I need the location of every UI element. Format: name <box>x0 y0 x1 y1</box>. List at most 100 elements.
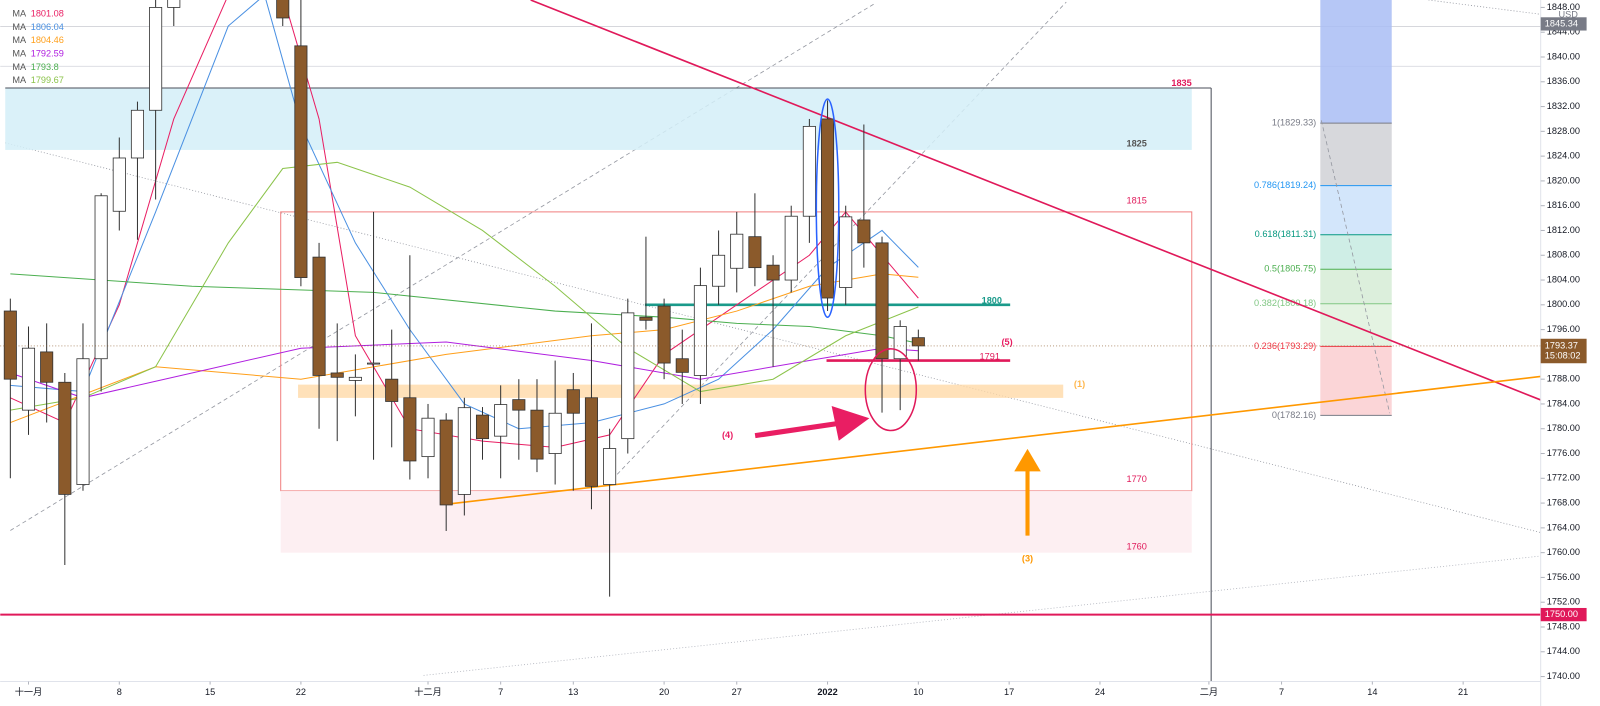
x-tick-label: 二月 <box>1200 687 1218 697</box>
y-tick-label: 1808.00 <box>1547 250 1580 260</box>
candle-body <box>911 337 925 347</box>
candle-body <box>457 407 471 495</box>
candle-body <box>58 381 72 495</box>
candle-body <box>693 285 707 376</box>
price-tag-label: 1845.34 <box>1545 18 1578 28</box>
fib-label: 1(1829.33) <box>1272 118 1316 128</box>
fib-band <box>1320 303 1392 347</box>
candle-body <box>167 0 181 8</box>
level-label: 1835 <box>1171 78 1191 88</box>
plot-area: 1(1829.33) 0.786(1819.24) 0.618(1811.31) 0.… <box>0 0 1541 682</box>
highlight-ellipse <box>864 348 918 432</box>
candle-body <box>149 7 163 111</box>
level-label: 1800 <box>982 295 1002 305</box>
candle-body <box>367 362 381 365</box>
candle-body <box>348 376 362 381</box>
y-tick-label: 1756.00 <box>1547 572 1580 582</box>
candle-body <box>839 216 853 288</box>
candle-body <box>603 448 617 485</box>
fib-band <box>1320 185 1392 235</box>
resistance-zone <box>5 87 1192 150</box>
level-label: 1770 <box>1126 474 1146 484</box>
x-tick-label: 21 <box>1458 687 1468 697</box>
drawing-line <box>5 142 1541 533</box>
level-label: 1815 <box>1126 195 1146 205</box>
x-tick-label: 10 <box>913 687 923 697</box>
y-tick-label: 1848.00 <box>1547 2 1580 12</box>
support-zone <box>280 490 1192 553</box>
candle-body <box>94 195 108 360</box>
candle-body <box>3 310 17 380</box>
candle-body <box>512 399 526 411</box>
candle-body <box>712 254 726 287</box>
y-tick-label: 1776.00 <box>1547 448 1580 458</box>
candle-body <box>530 409 544 460</box>
position-box <box>1320 0 1392 124</box>
y-tick-label: 1744.00 <box>1547 646 1580 656</box>
x-tick-label: 十一月 <box>15 686 43 697</box>
level-label: 1791 <box>980 352 1000 362</box>
y-tick-label: 1780.00 <box>1547 423 1580 433</box>
fib-label: 0.236(1793.29) <box>1254 341 1316 351</box>
moving-average <box>10 341 919 399</box>
legend-name: MA <box>12 9 27 19</box>
candle-body <box>675 358 689 373</box>
candle-body <box>130 109 144 159</box>
candle-body <box>657 305 671 364</box>
fib-band <box>1320 269 1392 304</box>
arrow-head <box>1014 448 1041 472</box>
x-tick-label: 2022 <box>817 687 837 697</box>
fib-label: 0(1782.16) <box>1272 410 1316 420</box>
marker-label: (5) <box>1001 337 1012 347</box>
x-tick-label: 15 <box>205 687 215 697</box>
candle-body <box>312 256 326 376</box>
orange-band <box>298 384 1064 398</box>
candle-body <box>584 397 598 487</box>
arrow-head <box>831 406 870 441</box>
highlight-ellipse <box>815 98 840 319</box>
candle-body <box>766 264 780 281</box>
y-tick-label: 1836.00 <box>1547 76 1580 86</box>
x-tick-label: 十二月 <box>414 686 442 697</box>
x-tick-label: 17 <box>1004 687 1014 697</box>
y-tick-label: 1804.00 <box>1547 274 1580 284</box>
level-label: 1760 <box>1126 541 1146 551</box>
candle-body <box>76 358 90 485</box>
last-price-label: 1793.37 <box>1545 340 1578 350</box>
y-tick-label: 1832.00 <box>1547 101 1580 111</box>
fib-label: 0.786(1819.24) <box>1254 180 1316 190</box>
fib-band <box>1320 123 1392 186</box>
x-tick-label: 22 <box>296 687 306 697</box>
fib-label: 0.618(1811.31) <box>1255 229 1317 239</box>
trend-line <box>530 0 1541 401</box>
y-tick-label: 1800.00 <box>1547 299 1580 309</box>
arrow-shaft <box>754 420 840 439</box>
legend-value: 1793.8 <box>31 62 59 72</box>
candle-body <box>403 397 417 462</box>
candle-body <box>276 0 290 19</box>
currency: USD <box>1559 10 1579 20</box>
candle-body <box>639 316 653 321</box>
y-tick-label: 1844.00 <box>1547 27 1580 37</box>
y-tick-label: 1784.00 <box>1547 398 1580 408</box>
candle-body <box>748 236 762 269</box>
x-tick-label: 13 <box>568 687 578 697</box>
x-tick-label: 27 <box>732 687 742 697</box>
fib-band <box>1320 346 1392 416</box>
candle-body <box>385 378 399 402</box>
legend-value: 1804.46 <box>31 35 64 45</box>
candle-body <box>784 215 798 281</box>
y-tick-label: 1840.00 <box>1547 51 1580 61</box>
fib-label: 0.382(1800.18) <box>1254 298 1316 308</box>
candle-body <box>566 389 580 414</box>
candle-body <box>112 157 126 212</box>
legend-name: MA <box>12 22 27 32</box>
fib-label: 0.5(1805.75) <box>1264 264 1316 274</box>
level-label: 1825 <box>1126 138 1146 148</box>
y-tick-label: 1740.00 <box>1547 671 1580 681</box>
moving-average <box>10 161 919 411</box>
candle-body <box>475 414 490 440</box>
legend: MA 1801.08 MA 1806.04 MA 1804.46 MA 1792.59 MA 17… <box>12 9 64 85</box>
